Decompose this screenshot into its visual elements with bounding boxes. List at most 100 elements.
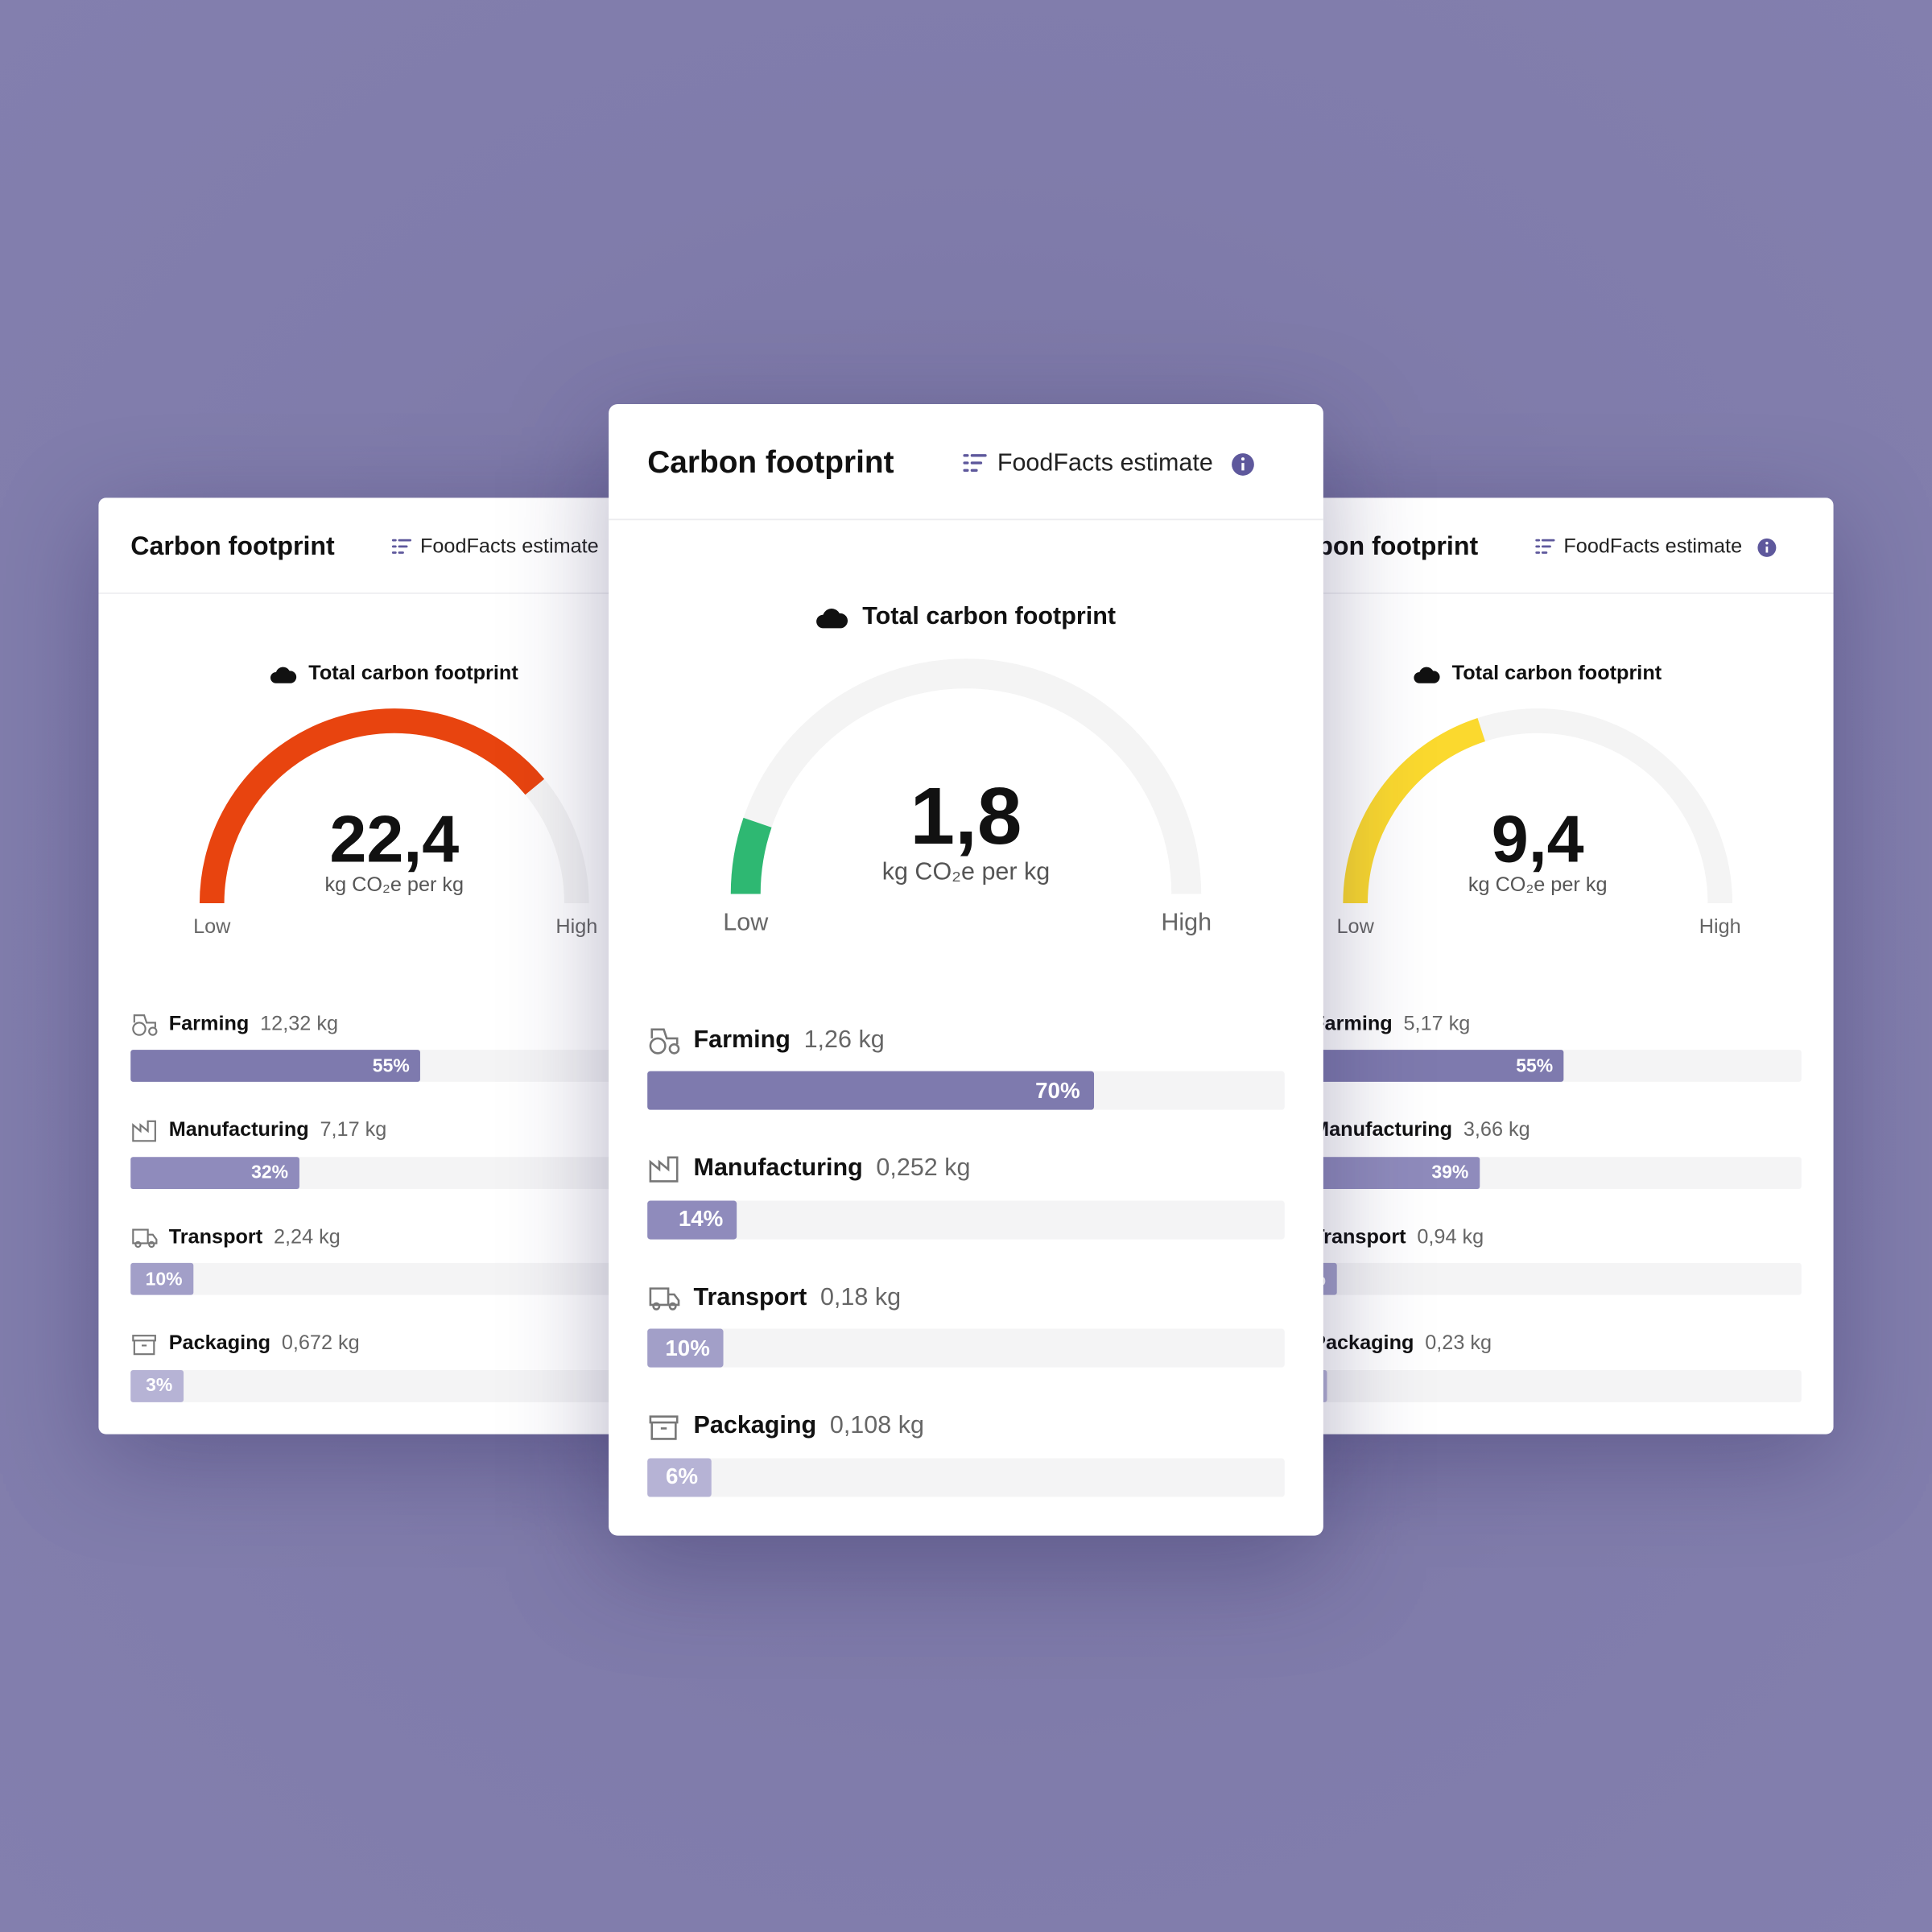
cloud-icon [1414,666,1441,683]
row-amount: 0,94 kg [1417,1225,1484,1248]
bar: 32% [130,1156,299,1189]
percent-label: 3% [146,1375,173,1397]
row-name: Manufacturing [168,1118,309,1141]
gauge-level [199,708,545,903]
card-title: Carbon footprint [130,532,335,561]
percent-label: 6% [665,1463,699,1490]
gauge: 1,8 kg CO₂e per kg Low High [723,658,1212,936]
row-amount: 5,17 kg [1403,1012,1471,1034]
bar: 55% [130,1050,421,1082]
low-label: Low [193,915,231,938]
row-amount: 0,108 kg [829,1412,924,1439]
total-value: 9,4 [1492,801,1584,876]
bar-track: 14% [647,1199,1285,1239]
row-amount: 0,672 kg [281,1331,360,1355]
row-amount: 0,23 kg [1425,1331,1492,1355]
row-icon [132,1334,156,1355]
row-label: Manufacturing 0,252 kg [647,1152,971,1185]
info-icon[interactable] [1756,536,1778,559]
row-amount: 2,24 kg [273,1225,341,1248]
total-value: 22,4 [329,801,459,876]
cloud-icon [816,608,848,628]
gauge-level [730,817,772,894]
bar-track: 55% [1274,1050,1802,1082]
percent-label: 39% [1431,1162,1469,1183]
bar-track: 3% [130,1369,658,1402]
filter-icon [391,539,412,554]
low-label: Low [723,909,769,936]
total-value: 1,8 [910,772,1022,861]
percent-label: 10% [145,1268,183,1290]
gauge: 9,4 kg CO₂e per kg Low High [1337,708,1741,938]
bar-track: 39% [1274,1156,1802,1189]
row-label: Farming 12,32 kg [130,1010,338,1038]
unit: kg CO₂e per kg [1468,873,1608,896]
row-name: Packaging [168,1331,271,1355]
row-label: Transport 0,18 kg [647,1281,901,1314]
bar-track: 55% [130,1050,658,1082]
row-icon [132,1014,158,1036]
row-name: Transport [693,1283,807,1311]
bar-track: 10% [647,1328,1285,1368]
row-icon [649,1155,679,1182]
gauge: 22,4 kg CO₂e per kg Low High [193,708,597,938]
row-label: Manufacturing 7,17 kg [130,1117,386,1144]
percent-label: 32% [251,1162,289,1183]
source[interactable]: FoodFacts estimate [963,449,1256,477]
source-text: FoodFacts estimate [419,535,599,558]
gauge-title-text: Total carbon footprint [1451,662,1662,685]
bar: 10% [130,1262,194,1295]
bar: 3% [130,1369,184,1402]
row-label: Farming 5,17 kg [1274,1010,1471,1038]
row-name: Transport [1312,1225,1406,1248]
row-icon [649,1287,680,1311]
percent-label: 10% [665,1335,710,1361]
high-label: High [555,915,597,938]
bar-track: 6% [647,1457,1285,1496]
row-label: Farming 1,26 kg [647,1023,885,1056]
row-label: Packaging 0,672 kg [130,1330,360,1357]
gauge-title-text: Total carbon footprint [862,602,1117,630]
source-text: FoodFacts estimate [1563,535,1743,558]
gauge-level [1343,717,1486,904]
info-icon[interactable] [1229,450,1256,477]
source[interactable]: FoodFacts estimate [1535,535,1777,559]
percent-label: 55% [1516,1055,1554,1076]
row-amount: 1,26 kg [803,1026,885,1053]
low-label: Low [1337,915,1375,938]
percent-label: 55% [372,1055,410,1076]
bar-track: 2% [1274,1369,1802,1402]
row-label: Packaging 0,108 kg [647,1410,924,1443]
percent-label: 70% [1035,1077,1080,1104]
row-name: Farming [693,1026,791,1053]
row-name: Transport [168,1225,263,1248]
card-header: Carbon footprint FoodFacts estimate [609,404,1323,521]
row-icon [649,1028,680,1055]
row-label: Transport 2,24 kg [130,1224,341,1251]
gauge-title: Total carbon footprint [1242,663,1834,686]
row-icon [132,1120,156,1141]
row-name: Farming [168,1012,250,1034]
row-name: Farming [1312,1012,1393,1034]
row-amount: 3,66 kg [1463,1118,1530,1141]
carbon-card: Carbon footprint FoodFacts estimate Tota… [609,404,1323,1536]
bar: 14% [647,1199,737,1239]
bar-track: 10% [130,1262,658,1295]
bar-track: 32% [130,1156,658,1189]
gauge-title-text: Total carbon footprint [308,662,518,685]
row-amount: 12,32 kg [260,1012,339,1034]
percent-label: 14% [678,1206,724,1232]
row-amount: 0,252 kg [876,1154,971,1182]
gauge-track [730,658,1202,894]
gauge-title: Total carbon footprint [98,663,690,686]
row-name: Packaging [1312,1331,1414,1355]
bar-track: 70% [647,1071,1285,1110]
high-label: High [1161,909,1212,936]
row-icon [132,1228,158,1249]
carbon-card: Carbon footprint FoodFacts estimate Tota… [98,497,691,1435]
card-title: Carbon footprint [647,445,894,481]
row-name: Manufacturing [693,1154,863,1182]
bar: 6% [647,1457,712,1496]
